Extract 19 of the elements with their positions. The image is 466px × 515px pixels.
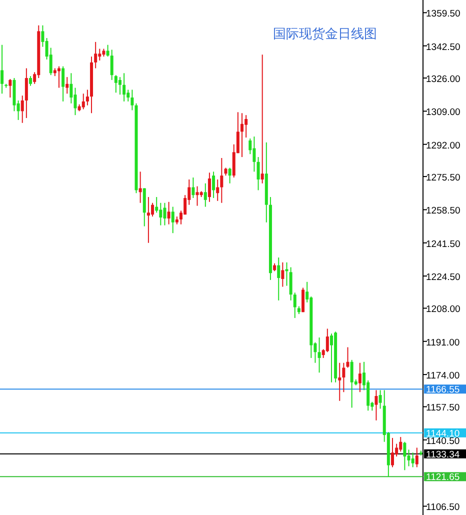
y-tick-label: 1241.50 [426,238,460,250]
y-tick-label: 1208.00 [426,304,460,316]
y-tick-label: 1140.50 [426,436,460,447]
y-tick-label: 1359.50 [426,8,460,20]
y-tick-label: 1174.00 [426,370,460,382]
y-tick-label: 1191.00 [426,337,460,348]
y-tick-label: 1258.50 [426,206,460,217]
ref-line-label: 1133.34 [426,449,460,460]
y-tick-label: 1275.50 [426,172,460,184]
y-tick-label: 1157.50 [426,402,460,414]
y-tick-label: 1309.00 [426,107,460,118]
y-tick-label: 1224.50 [426,272,460,284]
y-tick-label: 1292.00 [426,140,460,152]
y-tick-label: 1326.00 [426,74,460,86]
y-tick-label: 1106.50 [426,502,460,514]
ref-line-label: 1121.65 [426,472,460,484]
y-tick-label: 1342.50 [426,42,460,53]
ref-line-label: 1166.55 [426,384,460,396]
text: 国际现货金日线图 [273,26,377,41]
